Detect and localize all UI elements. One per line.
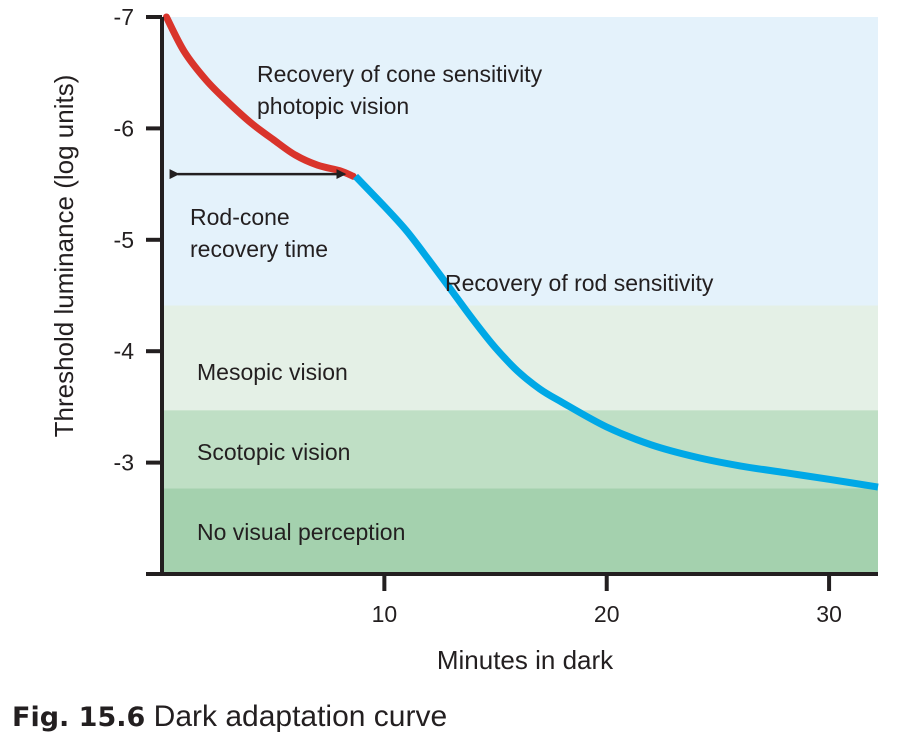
y-tick-label: -7 (114, 4, 134, 30)
x-tick-label: 30 (816, 601, 842, 627)
x-tick-label: 10 (372, 601, 398, 627)
photopic-label: photopic vision (257, 93, 409, 119)
zone-photopic (162, 17, 878, 306)
zone-mesopic (162, 305, 878, 411)
y-tick-label: -5 (114, 227, 134, 253)
x-tick-label: 20 (594, 601, 620, 627)
zone-no-perception (162, 488, 878, 574)
cone-recovery-curve (162, 13, 357, 180)
y-tick-label: -4 (114, 338, 135, 364)
scotopic-label: Scotopic vision (197, 439, 350, 465)
x-axis-title: Minutes in dark (437, 645, 614, 675)
no-perception-label: No visual perception (197, 519, 405, 545)
y-tick-label: -3 (114, 450, 134, 476)
zone-scotopic (162, 410, 878, 489)
rod-cone-label-line2: recovery time (190, 236, 328, 262)
cone-recovery-label: Recovery of cone sensitivity (257, 61, 543, 87)
rod-cone-label-line1: Rod-cone (190, 204, 290, 230)
y-axis-title: Threshold luminance (log units) (49, 75, 79, 438)
mesopic-label: Mesopic vision (197, 359, 348, 385)
y-tick-label: -6 (114, 115, 134, 141)
figure-caption: Fig. 15.6 Dark adaptation curve (12, 700, 447, 734)
figure-title: Dark adaptation curve (153, 700, 448, 733)
x-axis-ticks: 10 20 30 (372, 574, 842, 627)
rod-recovery-curve (352, 173, 879, 491)
figure-number: Fig. 15.6 (12, 702, 146, 733)
rod-recovery-label: Recovery of rod sensitivity (445, 270, 714, 296)
y-axis-ticks: -7 -6 -5 -4 -3 (114, 4, 162, 476)
